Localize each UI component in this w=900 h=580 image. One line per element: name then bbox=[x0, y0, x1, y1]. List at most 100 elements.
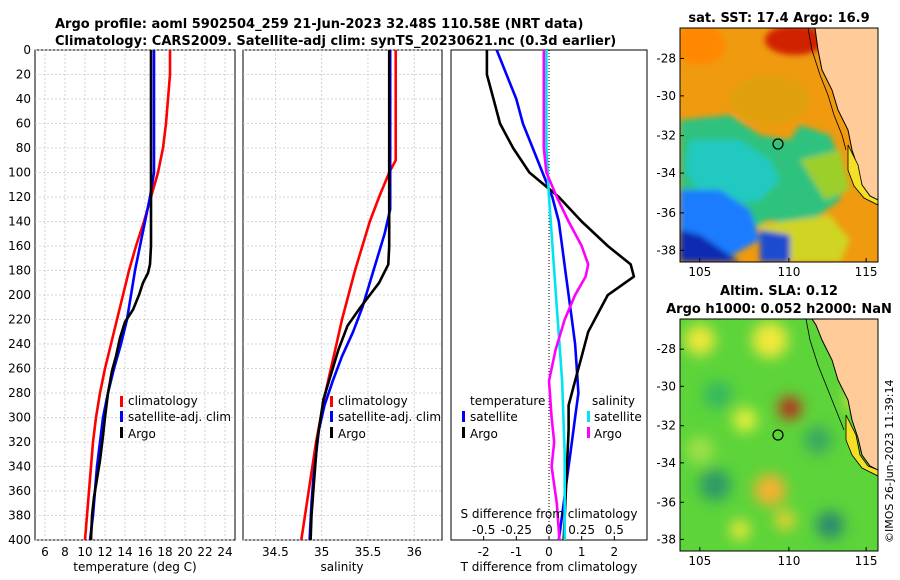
latitude-tick-label: -36 bbox=[656, 206, 676, 220]
difference-profile-lines bbox=[485, 50, 636, 540]
sla-coastal-band bbox=[845, 414, 878, 477]
sla-map: Altim. SLA: 0.12 Argo h1000: 0.052 h2000… bbox=[656, 284, 891, 568]
temperature-legend-swatch-argo bbox=[120, 427, 123, 438]
temperature-legend-argo: Argo bbox=[128, 427, 156, 441]
sst-argo-marker bbox=[772, 138, 784, 150]
profile-line-argo bbox=[89, 50, 153, 540]
longitude-tick-label: 115 bbox=[855, 554, 878, 568]
t-difference-tick-label: 0 bbox=[545, 545, 553, 559]
t-difference-xlabel: T difference from climatology bbox=[460, 560, 638, 574]
legend-title-salinity: salinity bbox=[592, 394, 635, 408]
difference-legend: temperature satellite Argo salinity sate… bbox=[462, 394, 642, 441]
depth-tick-label: 300 bbox=[8, 411, 31, 425]
profile-line-climatology bbox=[83, 50, 172, 540]
temperature-tick-label: 6 bbox=[41, 545, 49, 559]
latitude-tick-label: -28 bbox=[656, 342, 676, 356]
temperature-tick-label: 12 bbox=[97, 545, 112, 559]
salinity-legend-swatch-satellite bbox=[330, 411, 333, 422]
depth-tick-labels: 0 20 40 60 80 100 120 140 160 180 200 220 240 260 280 3… bbox=[8, 43, 31, 547]
sst-longitude-ticks: 105 110 115 bbox=[688, 258, 878, 279]
salinity-legend: climatology satellite-adj. clim Argo bbox=[330, 394, 441, 441]
temperature-tick-label: 18 bbox=[157, 545, 172, 559]
t-difference-tick-label: 2 bbox=[611, 545, 619, 559]
salinity-legend-climatology: climatology bbox=[338, 394, 408, 408]
legend-swatch-t-satellite bbox=[462, 411, 465, 422]
temperature-legend-swatch-satellite bbox=[120, 411, 123, 422]
depth-tick-label: 60 bbox=[16, 117, 31, 131]
sst-latitude-ticks: -28 -30 -32 -34 -36 -38 bbox=[656, 51, 684, 257]
sla-map-title-line2: Argo h1000: 0.052 h2000: NaN bbox=[666, 302, 892, 317]
temperature-profile-lines bbox=[83, 50, 172, 540]
imos-watermark: ©IMOS 26-Jun-2023 11:39:14 bbox=[883, 379, 896, 543]
salinity-legend-swatch-argo bbox=[330, 427, 333, 438]
depth-tick-label: 380 bbox=[8, 509, 31, 523]
sst-field bbox=[680, 28, 850, 262]
latitude-tick-label: -36 bbox=[656, 495, 676, 509]
longitude-tick-label: 115 bbox=[855, 265, 878, 279]
legend-swatch-s-satellite bbox=[587, 411, 590, 422]
s-difference-tick-label: 0.5 bbox=[605, 523, 624, 537]
temperature-panel: 0 20 40 60 80 100 120 140 160 180 200 220 240 260 280 3… bbox=[8, 43, 236, 574]
profile-line-satellite-adj-clim bbox=[88, 50, 156, 540]
difference-axes-frame bbox=[450, 49, 648, 541]
s-difference-tick-label: 0 bbox=[545, 523, 553, 537]
temperature-legend: climatology satellite-adj. clim Argo bbox=[120, 394, 231, 441]
legend-swatch-t-argo bbox=[462, 427, 465, 438]
figure-title-line1: Argo profile: aoml 5902504_259 21-Jun-20… bbox=[55, 17, 583, 32]
sst-map-frame bbox=[679, 27, 879, 263]
depth-tick-label: 80 bbox=[16, 141, 31, 155]
difference-panel: -2 -1 0 1 2 -0.5 -0.25 0 0.25 0.5 S difference f… bbox=[450, 49, 648, 574]
sla-argo-marker bbox=[772, 429, 784, 441]
salinity-tick-label: 35.5 bbox=[355, 545, 382, 559]
legend-t-argo: Argo bbox=[470, 427, 498, 441]
s-difference-tick-label: -0.25 bbox=[501, 523, 532, 537]
depth-tick-label: 140 bbox=[8, 215, 31, 229]
depth-tick-label: 240 bbox=[8, 337, 31, 351]
depth-tick-label: 0 bbox=[23, 43, 31, 57]
depth-tick-label: 180 bbox=[8, 264, 31, 278]
temperature-legend-climatology: climatology bbox=[128, 394, 198, 408]
legend-t-satellite: satellite bbox=[470, 410, 518, 424]
sst-map-title: sat. SST: 17.4 Argo: 16.9 bbox=[688, 11, 869, 26]
depth-tick-label: 200 bbox=[8, 288, 31, 302]
depth-tick-label: 220 bbox=[8, 313, 31, 327]
salinity-legend-swatch-climatology bbox=[330, 396, 333, 407]
temperature-tick-labels: 6 8 10 12 14 16 18 20 22 24 bbox=[41, 545, 232, 559]
salinity-tick-labels: 34.5 35 35.5 36 bbox=[262, 545, 422, 559]
depth-tick-label: 20 bbox=[16, 68, 31, 82]
t-difference-tick-label: -2 bbox=[478, 545, 490, 559]
salinity-tick-label: 35 bbox=[314, 545, 329, 559]
latitude-tick-label: -30 bbox=[656, 89, 676, 103]
depth-tick-label: 100 bbox=[8, 166, 31, 180]
t-difference-tick-labels: -2 -1 0 1 2 bbox=[478, 536, 618, 559]
latitude-tick-label: -28 bbox=[656, 51, 676, 65]
depth-tick-label: 160 bbox=[8, 239, 31, 253]
profile-line-climatology bbox=[300, 50, 398, 540]
latitude-tick-label: -34 bbox=[656, 166, 676, 180]
latitude-tick-label: -38 bbox=[656, 243, 676, 257]
sla-land bbox=[811, 319, 878, 471]
depth-tick-label: 360 bbox=[8, 484, 31, 498]
profile-line-t-satellite bbox=[495, 50, 580, 540]
depth-tick-label: 260 bbox=[8, 362, 31, 376]
salinity-legend-argo: Argo bbox=[338, 427, 366, 441]
temperature-tick-label: 20 bbox=[177, 545, 192, 559]
sst-shelf-contour bbox=[807, 28, 847, 151]
temperature-xlabel: temperature (deg C) bbox=[73, 560, 196, 574]
legend-s-argo: Argo bbox=[594, 427, 622, 441]
sla-longitude-ticks: 105 110 115 bbox=[688, 547, 878, 568]
temperature-tick-label: 22 bbox=[197, 545, 212, 559]
depth-tick-label: 340 bbox=[8, 460, 31, 474]
s-difference-xlabel: S difference from climatology bbox=[461, 507, 638, 521]
longitude-tick-label: 105 bbox=[688, 554, 711, 568]
longitude-tick-label: 105 bbox=[688, 265, 711, 279]
profile-line-s-satellite bbox=[545, 50, 567, 540]
latitude-tick-label: -32 bbox=[656, 129, 676, 143]
salinity-panel: 34.5 35 35.5 36 salinity climatology satell… bbox=[242, 49, 443, 574]
depth-tick-label: 400 bbox=[8, 533, 31, 547]
legend-title-temperature: temperature bbox=[470, 394, 545, 408]
depth-tick-label: 40 bbox=[16, 92, 31, 106]
temperature-legend-satellite: satellite-adj. clim bbox=[128, 410, 231, 424]
longitude-tick-label: 110 bbox=[777, 265, 800, 279]
